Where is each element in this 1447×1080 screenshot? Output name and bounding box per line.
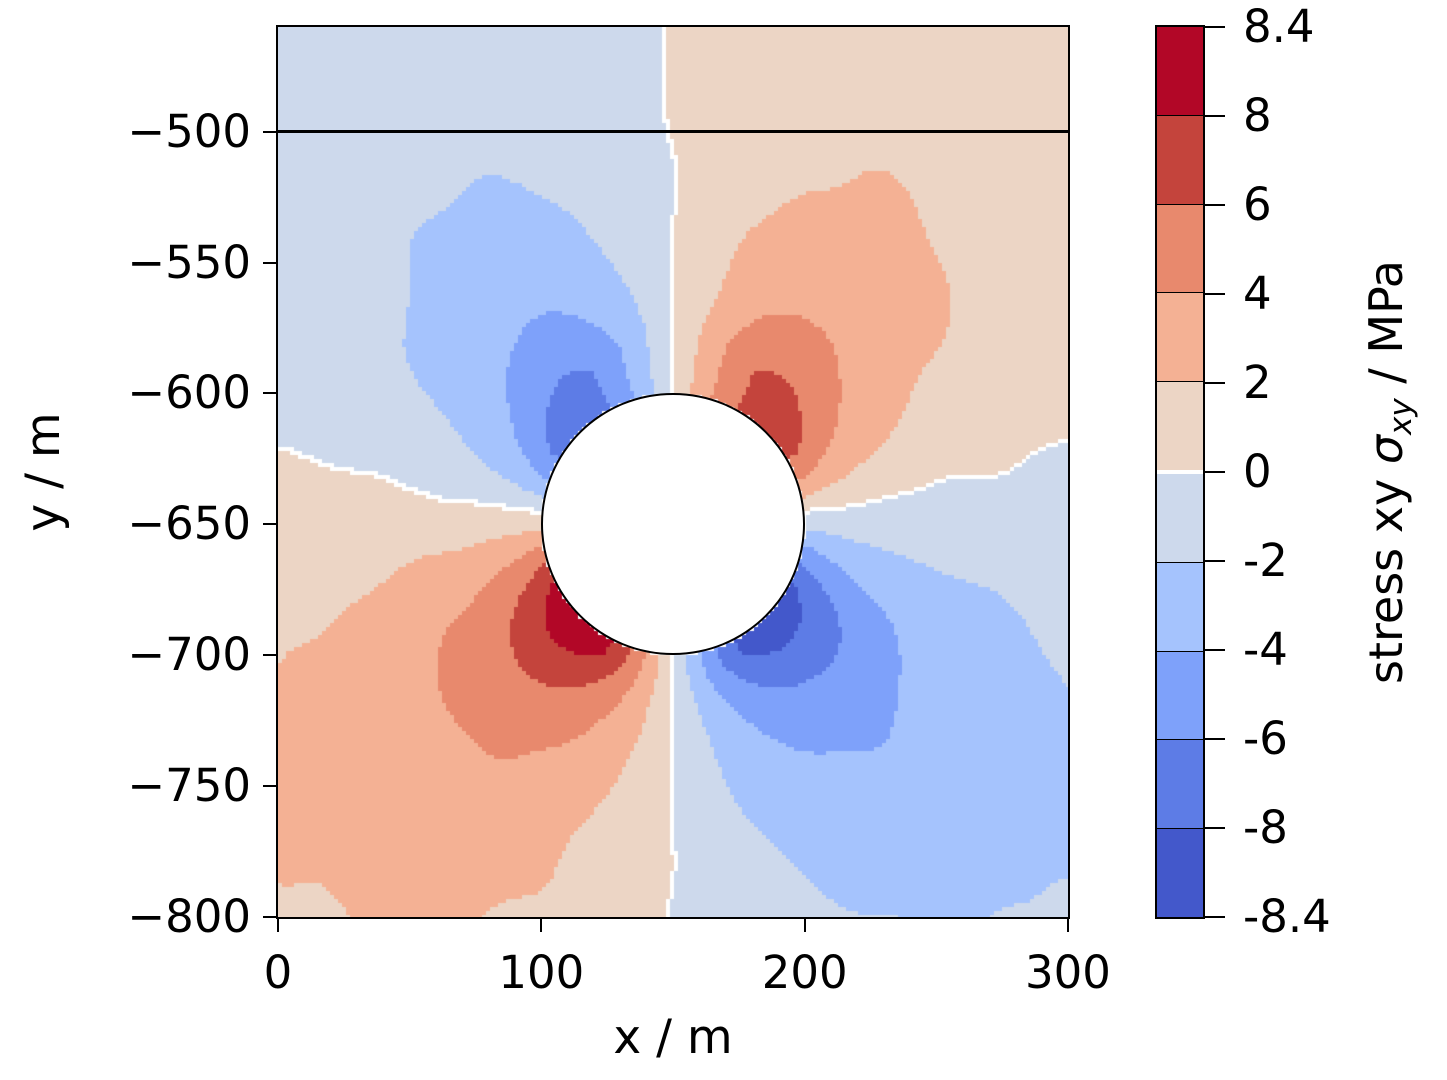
colorbar-segment xyxy=(1157,562,1203,652)
y-axis-label: y / m xyxy=(16,412,71,532)
y-tick-label: −700 xyxy=(127,628,251,682)
contour-field-canvas xyxy=(278,27,1068,917)
colorbar-tick-mark xyxy=(1205,827,1225,829)
colorbar-segment xyxy=(1157,740,1203,830)
y-tick-mark xyxy=(263,654,276,657)
y-tick-label: −750 xyxy=(127,759,251,813)
y-tick-mark xyxy=(263,261,276,264)
colorbar-tick-label: 8 xyxy=(1243,89,1272,142)
y-tick-mark xyxy=(263,916,276,918)
colorbar-tick-mark xyxy=(1205,560,1225,562)
colorbar-tick-mark xyxy=(1205,471,1225,473)
colorbar-tick-label: -4 xyxy=(1243,623,1288,676)
colorbar-tick-mark xyxy=(1205,649,1225,651)
colorbar-segment xyxy=(1157,473,1203,563)
colorbar-segment xyxy=(1157,293,1203,383)
colorbar-label-suffix: / MPa xyxy=(1359,260,1413,399)
colorbar-tick-label: 2 xyxy=(1243,356,1272,409)
sigma-subscript: xy xyxy=(1383,398,1419,436)
colorbar-segment xyxy=(1157,27,1203,116)
y-tick-mark xyxy=(263,392,276,395)
colorbar-segment xyxy=(1157,382,1203,474)
y-tick-mark xyxy=(263,130,276,133)
colorbar-segment xyxy=(1157,651,1203,741)
colorbar-tick-label: 4 xyxy=(1243,267,1272,320)
y-tick-label: −800 xyxy=(127,890,251,943)
colorbar-segment xyxy=(1157,829,1203,917)
colorbar xyxy=(1157,27,1203,917)
colorbar-label-prefix: stress xy xyxy=(1359,464,1413,684)
colorbar-tick-mark xyxy=(1205,738,1225,740)
colorbar-tick-mark xyxy=(1205,26,1225,28)
colorbar-segment xyxy=(1157,115,1203,205)
y-tick-label: −550 xyxy=(127,235,251,289)
y-tick-label: −600 xyxy=(127,366,251,420)
colorbar-tick-mark xyxy=(1205,382,1225,384)
x-tick-label: 0 xyxy=(263,946,293,999)
x-tick-label: 300 xyxy=(1025,946,1111,999)
colorbar-tick-label: -2 xyxy=(1243,534,1288,587)
colorbar-tick-label: -8 xyxy=(1243,801,1288,854)
x-axis-label: x / m xyxy=(613,1010,733,1065)
y-tick-mark xyxy=(263,785,276,788)
x-tick-label: 100 xyxy=(498,946,585,999)
y-tick-label: −500 xyxy=(127,104,251,158)
x-tick-mark xyxy=(803,919,806,932)
sigma-icon: σ xyxy=(1359,435,1413,465)
colorbar-label: stress xy σxy / MPa xyxy=(1356,122,1419,822)
colorbar-tick-mark xyxy=(1205,204,1225,206)
colorbar-tick-mark xyxy=(1205,293,1225,295)
colorbar-tick-label: 8.4 xyxy=(1243,0,1315,53)
colorbar-tick-label: 0 xyxy=(1243,445,1272,498)
x-tick-label: 200 xyxy=(761,946,848,999)
y-tick-mark xyxy=(263,523,276,526)
colorbar-tick-label: 6 xyxy=(1243,178,1272,231)
colorbar-tick-label: -6 xyxy=(1243,712,1288,765)
colorbar-tick-label: -8.4 xyxy=(1243,890,1331,943)
x-tick-mark xyxy=(277,919,279,932)
x-tick-mark xyxy=(1067,919,1069,932)
colorbar-segment xyxy=(1157,204,1203,294)
x-tick-mark xyxy=(540,919,543,932)
colorbar-tick-mark xyxy=(1205,916,1225,918)
colorbar-tick-mark xyxy=(1205,115,1225,117)
y-tick-label: −650 xyxy=(127,497,251,551)
